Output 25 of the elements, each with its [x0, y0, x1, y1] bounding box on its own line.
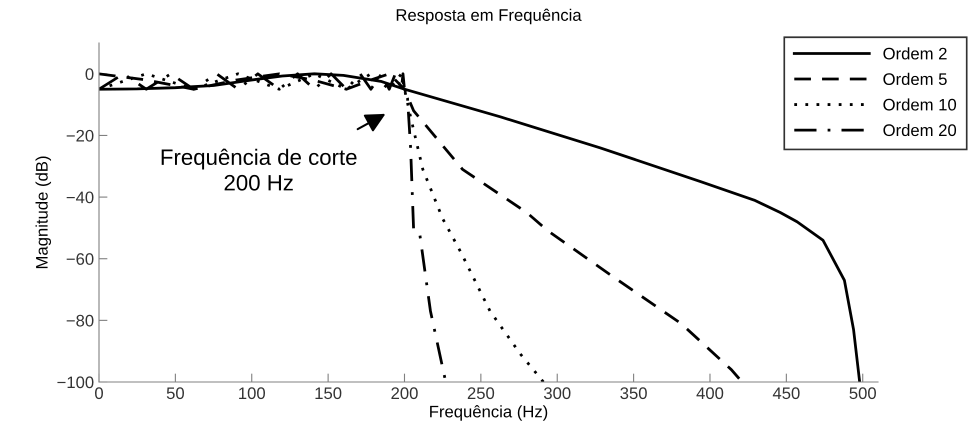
y-tick-label: 0	[86, 68, 94, 80]
y-tick-label: −60	[66, 253, 94, 265]
x-tick-label: 200	[391, 387, 418, 400]
x-tick-label: 100	[239, 387, 265, 400]
y-tick-label: −20	[66, 130, 94, 142]
x-tick-label: 450	[772, 387, 800, 400]
annotation: Frequência de corte 200 Hz	[162, 148, 357, 191]
x-tick-label: 250	[468, 387, 494, 400]
y-tick-label: −80	[66, 314, 94, 327]
x-tick-label: 0	[95, 387, 103, 400]
y-tick-label: −40	[66, 191, 94, 204]
legend-label: Ordem 20	[883, 124, 956, 136]
x-tick-label: 500	[849, 387, 876, 400]
chart-title: Resposta em Frequência	[396, 8, 582, 24]
legend-label: Ordem 10	[883, 98, 956, 111]
x-tick-label: 150	[315, 387, 342, 400]
x-tick-label: 50	[166, 387, 184, 400]
legend-label: Ordem 5	[883, 72, 947, 86]
y-tick-label: −100	[57, 376, 94, 388]
x-axis-title: Frequência (Hz)	[430, 405, 548, 421]
y-axis-title: Magnitude (dB)	[36, 156, 52, 268]
x-tick-label: 300	[544, 387, 570, 400]
x-tick-label: 350	[620, 387, 647, 400]
legend-label: Ordem 2	[883, 47, 947, 60]
x-tick-label: 400	[696, 387, 724, 400]
